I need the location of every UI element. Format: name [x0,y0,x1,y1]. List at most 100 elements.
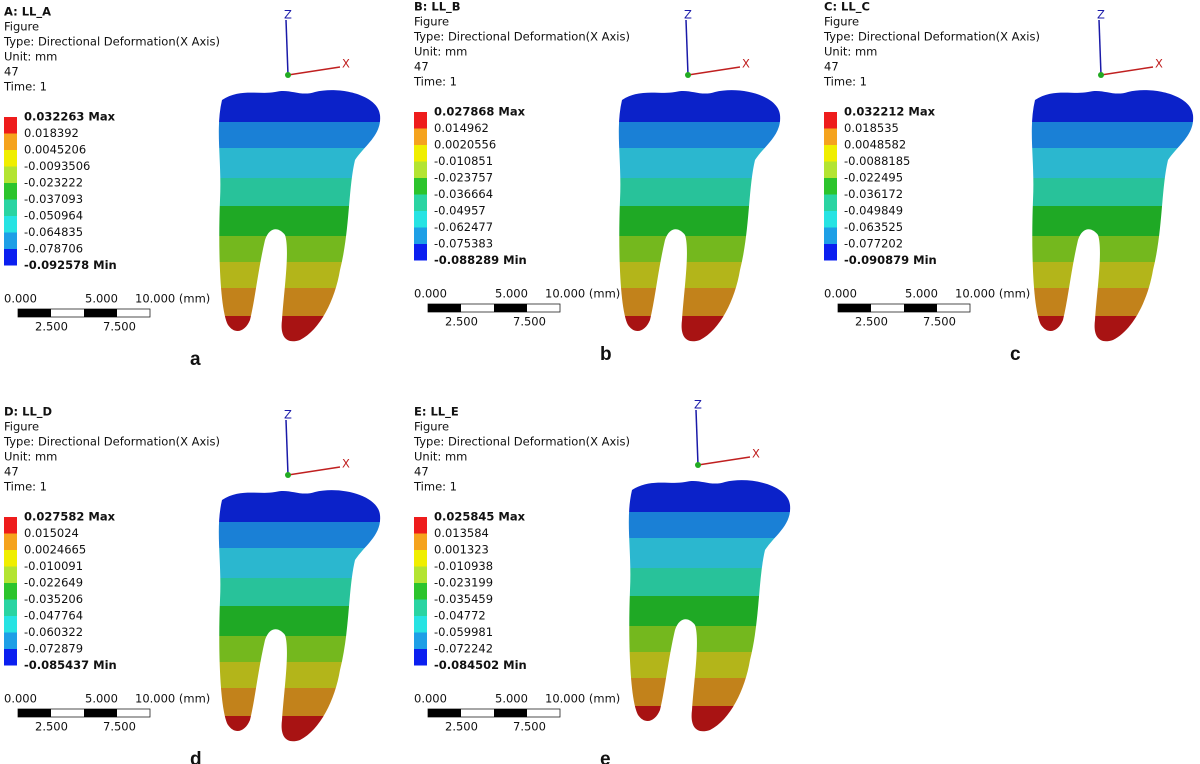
scale-label: 0.000 [4,692,37,706]
legend-label: -0.023757 [434,171,493,185]
info-line: Time: 1 [413,75,457,89]
legend-swatch [824,145,837,162]
legend-label: -0.084502 Min [434,658,527,672]
scale-bar [18,309,51,317]
legend-swatch [4,632,17,649]
scale-label: 2.500 [855,315,888,329]
panel-letter: d [190,749,202,764]
info-line: 47 [414,465,429,479]
legend-label: 0.025845 Max [434,510,526,524]
legend-label: -0.036664 [434,187,493,201]
legend-label: -0.037093 [24,192,83,206]
scale-label: 5.000 [85,292,118,306]
scale-label: 0.000 [414,692,447,706]
legend-label: 0.018535 [844,121,899,135]
legend-label: -0.04772 [434,609,486,623]
scale-bar [84,709,117,717]
scale-label: 10.000 (mm) [955,287,1030,301]
axis-label: X [752,447,760,461]
scale-label: 7.500 [103,720,136,734]
scale-label: 5.000 [495,692,528,706]
legend-label: 0.032263 Max [24,110,116,124]
panel-letter: b [600,344,612,365]
scale-label: 7.500 [103,320,136,334]
legend-swatch [4,249,17,266]
legend-label: -0.059981 [434,625,493,639]
legend-swatch [414,599,427,616]
origin [285,72,291,78]
legend-swatch [414,194,427,211]
axis-label: Z [694,398,702,412]
panel-title: E: LL_E [414,405,459,420]
legend-swatch [824,178,837,195]
scale-bar [84,309,117,317]
info-line: Type: Directional Deformation(X Axis) [3,435,220,449]
legend-label: 0.0045206 [24,143,86,157]
info-line: Time: 1 [413,480,457,494]
legend-swatch [4,517,17,534]
z-axis [285,419,289,476]
legend-swatch [414,550,427,567]
axis-label: X [342,457,350,471]
legend-swatch [4,583,17,600]
tooth-model [620,475,800,738]
legend-label: 0.027582 Max [24,510,116,524]
tooth-model [1023,85,1200,348]
legend-swatch [4,183,17,200]
legend-swatch [414,632,427,649]
legend-swatch [414,161,427,178]
axis-label: Z [284,8,292,22]
legend-label: -0.047764 [24,609,83,623]
info-line: Time: 1 [3,80,47,94]
legend-swatch [414,649,427,666]
scale-label: 5.000 [495,287,528,301]
legend-label: -0.010851 [434,154,493,168]
legend-swatch [824,211,837,228]
scale-bar [494,304,527,312]
legend-swatch [4,133,17,150]
x-axis [1100,66,1154,76]
legend-label: -0.036172 [844,187,903,201]
legend-label: -0.022649 [24,576,83,590]
legend-swatch [414,566,427,583]
legend-label: 0.0024665 [24,543,86,557]
info-line: Figure [4,420,39,434]
info-line: 47 [4,465,19,479]
scale-label: 5.000 [905,287,938,301]
legend-label: -0.0093506 [24,159,90,173]
scale-label: 7.500 [513,720,546,734]
legend-swatch [414,227,427,244]
legend-label: 0.0048582 [844,138,906,152]
legend-label: -0.064835 [24,225,83,239]
x-axis [287,466,341,476]
legend-swatch [4,166,17,183]
legend-label: 0.015024 [24,526,79,540]
legend-swatch [4,216,17,233]
legend-label: -0.060322 [24,625,83,639]
legend-swatch [4,117,17,134]
legend-label: -0.075383 [434,237,493,251]
legend-label: -0.078706 [24,242,83,256]
legend-label: -0.0088185 [844,154,910,168]
legend-swatch [4,199,17,216]
z-axis [695,409,699,466]
legend-label: -0.022495 [844,171,903,185]
origin [685,72,691,78]
legend-label: -0.090879 Min [844,253,937,267]
legend-swatch [414,517,427,534]
panel-letter: a [190,349,201,370]
legend-swatch [4,533,17,550]
scale-label: 10.000 (mm) [135,292,210,306]
info-line: Figure [414,420,449,434]
info-line: Type: Directional Deformation(X Axis) [413,435,630,449]
legend-label: -0.072879 [24,642,83,656]
legend-label: -0.023199 [434,576,493,590]
legend-swatch [824,128,837,145]
legend-swatch [414,145,427,162]
legend-label: -0.072242 [434,642,493,656]
panel-title: D: LL_D [4,405,52,420]
legend-label: 0.001323 [434,543,489,557]
